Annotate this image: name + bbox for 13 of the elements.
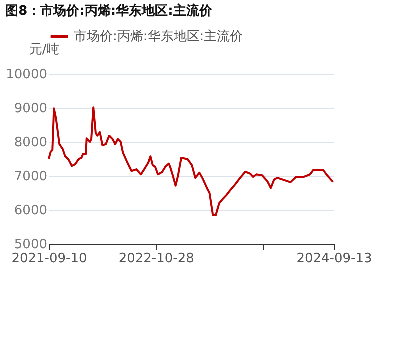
y-tick-label: 5000 [14,238,48,252]
y-axis-title: 元/吨 [29,42,60,58]
y-tick-label: 6000 [14,204,48,218]
line-series [48,106,334,216]
x-tick-label: 2022-10-28 [118,252,194,266]
legend-label: 市场价:丙烯:华东地区:主流价 [74,28,244,44]
y-tick-label: 8000 [14,136,48,150]
y-tick-label: 10000 [6,68,48,82]
y-tick-label: 7000 [14,170,48,184]
x-tick-label: 2024-09-13 [296,252,372,266]
y-tick-label: 9000 [14,102,48,116]
chart-title: 图8：市场价:丙烯:华东地区:主流价 [6,3,214,19]
x-tick-label: 2021-09-10 [12,252,88,266]
